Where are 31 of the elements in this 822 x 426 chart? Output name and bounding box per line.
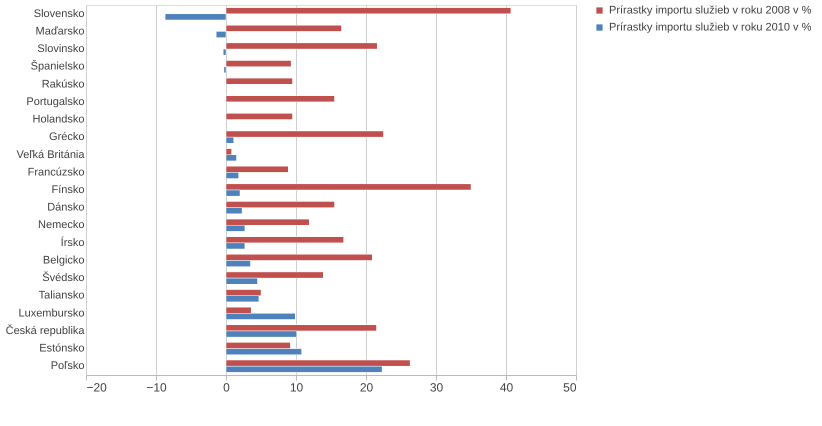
y-tick-label: Írsko xyxy=(60,236,84,249)
x-tick-label: 0 xyxy=(223,380,230,394)
x-tick-label: 30 xyxy=(430,380,444,394)
y-tick-label: Dánsko xyxy=(47,202,84,214)
y-tick-label: Švédsko xyxy=(42,271,84,284)
legend-label: Prírastky importu služieb v roku 2010 v % xyxy=(609,22,812,34)
x-tick-label: 50 xyxy=(563,380,577,394)
y-tick-label: Luxembursko xyxy=(18,307,84,320)
y-tick-label: Holandsko xyxy=(32,114,84,126)
x-tick-label: 10 xyxy=(290,380,304,394)
y-tick-label: Taliansko xyxy=(38,290,84,302)
y-tick-label: Fínsko xyxy=(51,184,84,196)
y-tick-label: Slovinsko xyxy=(37,43,84,56)
y-tick-label: Nemecko xyxy=(38,219,84,232)
y-tick-label: Slovensko xyxy=(34,8,84,20)
y-tick-label: Estónsko xyxy=(39,342,84,355)
x-tick-label: −20 xyxy=(86,380,108,394)
y-tick-label: Česká republika xyxy=(6,324,86,337)
y-tick-label: Veľká Británia xyxy=(16,148,86,161)
y-tick-label: Portugalsko xyxy=(26,96,84,108)
y-tick-label: Belgicko xyxy=(42,254,84,266)
y-tick-label: Francúzsko xyxy=(28,166,84,178)
y-tick-label: Maďarsko xyxy=(36,25,84,38)
y-tick-label: Španielsko xyxy=(30,60,84,73)
x-tick-label: −10 xyxy=(146,380,167,394)
x-tick-label: 40 xyxy=(500,380,514,394)
legend-label: Prírastky importu služieb v roku 2008 v % xyxy=(609,4,812,16)
y-tick-label: Rakúsko xyxy=(42,78,84,90)
y-tick-label: Poľsko xyxy=(50,360,84,372)
y-tick-label: Grécko xyxy=(49,131,84,144)
x-tick-label: 20 xyxy=(360,380,374,394)
